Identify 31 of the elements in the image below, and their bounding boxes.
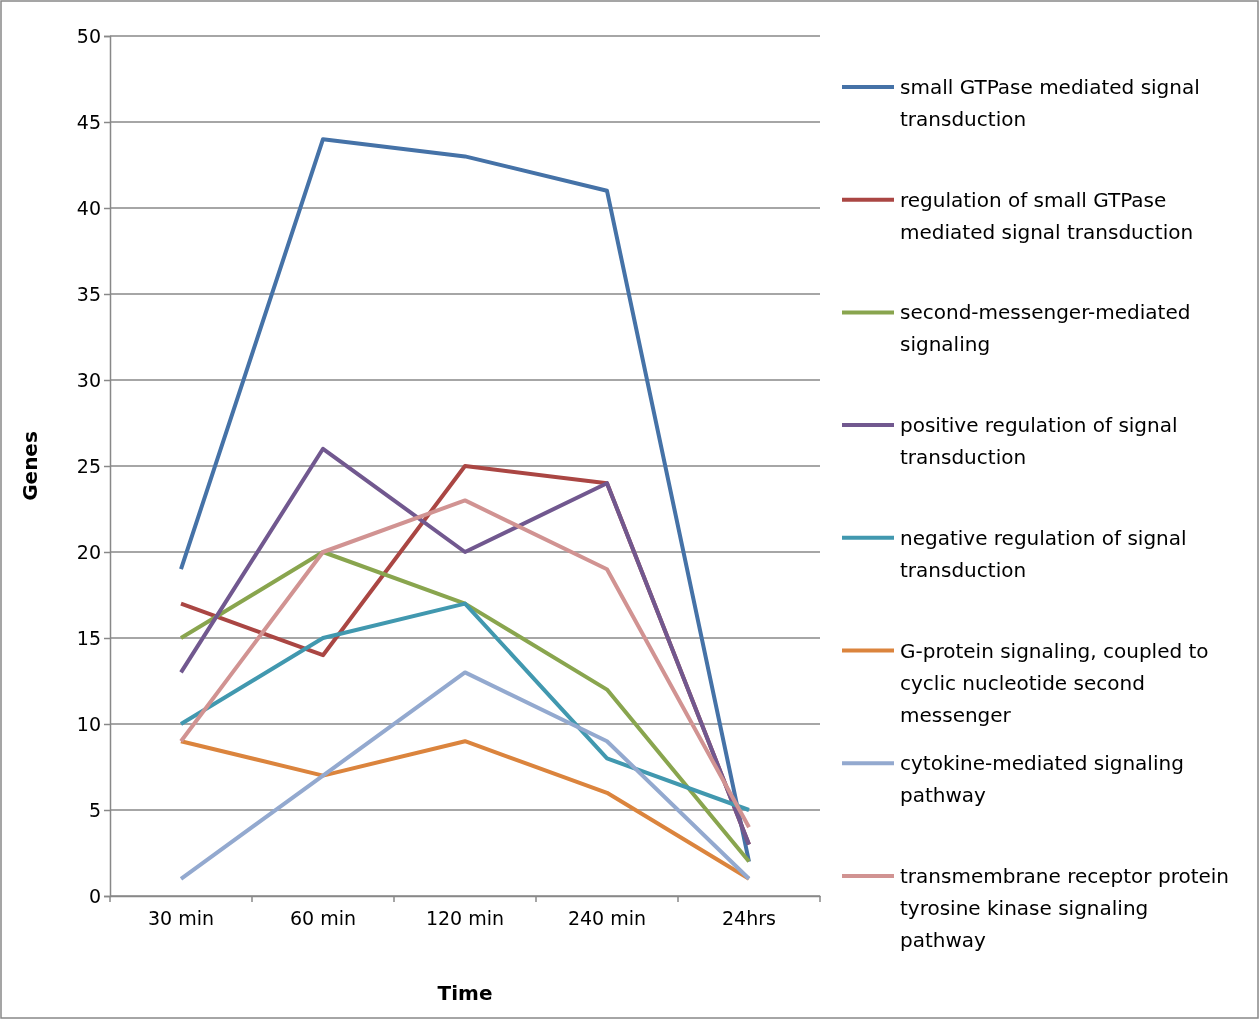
y-tick-label: 40: [76, 196, 101, 219]
y-tick-label: 25: [76, 454, 101, 477]
y-tick-label: 5: [88, 798, 101, 821]
line-series: [179, 137, 751, 864]
legend-label: negative regulation of signal transduction: [900, 525, 1187, 582]
legend-label: positive regulation of signal transduction: [900, 413, 1178, 470]
line-series: [179, 601, 751, 812]
x-tick-label: 60 min: [289, 907, 357, 930]
line-series: [179, 739, 751, 881]
y-axis-title: Genes: [18, 431, 42, 501]
line-series: [179, 550, 751, 864]
x-tick-label: 240 min: [567, 907, 647, 930]
x-tick-label: 24hrs: [722, 907, 776, 930]
legend-label: small GTPase mediated signal transduction: [900, 75, 1200, 131]
x-tick-label: 120 min: [425, 907, 505, 930]
x-axis-title: Time: [437, 981, 493, 1005]
legend-label: regulation of small GTPase mediated signal transduction: [900, 187, 1194, 244]
y-tick-label: 0: [88, 884, 101, 907]
y-tick-label: 15: [76, 626, 101, 649]
y-tick-label: 50: [76, 24, 101, 47]
x-tick-label: 30 min: [147, 907, 215, 930]
legend-label: cytokine-mediated signaling pathway: [900, 751, 1184, 808]
legend-label: G-protein signaling, coupled to cyclic nucleotide second messenger: [900, 638, 1209, 727]
y-tick-label: 35: [76, 282, 101, 305]
y-tick-label: 10: [76, 712, 101, 735]
line-series: [179, 670, 751, 881]
legend-label: transmembrane receptor protein tyrosine kinase signaling pathway: [900, 863, 1230, 952]
y-tick-label: 20: [76, 540, 101, 563]
y-tick-label: 45: [76, 110, 101, 133]
y-tick-label: 30: [76, 368, 101, 391]
legend-label: second-messenger-mediated signaling: [900, 300, 1191, 357]
